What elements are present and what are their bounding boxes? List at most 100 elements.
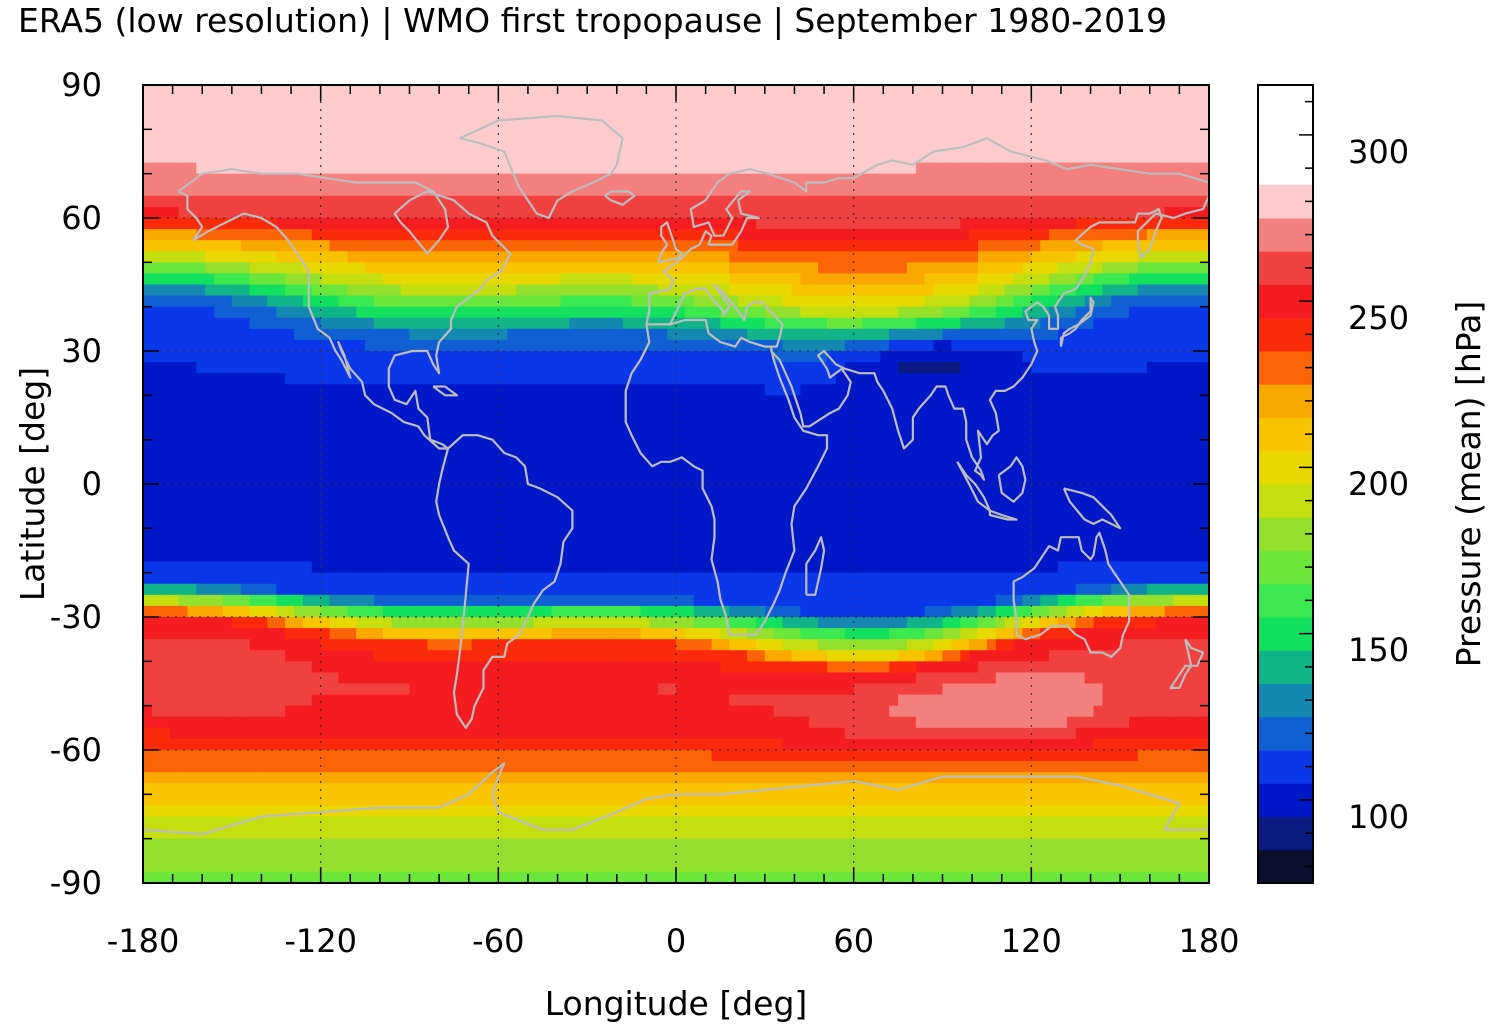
field-cell xyxy=(1146,85,1157,97)
field-cell xyxy=(951,461,961,474)
field-cell xyxy=(409,328,419,341)
field-cell xyxy=(667,417,677,430)
field-cell xyxy=(613,118,624,130)
field-cell xyxy=(187,262,197,275)
field-cell xyxy=(462,162,473,175)
field-cell xyxy=(231,206,242,219)
field-cell xyxy=(924,450,935,463)
field-cell xyxy=(356,461,366,474)
field-cell xyxy=(702,251,713,263)
field-cell xyxy=(427,229,437,241)
field-cell xyxy=(276,229,286,241)
field-cell xyxy=(489,417,499,430)
field-cell xyxy=(143,85,153,97)
field-cell xyxy=(1146,195,1157,208)
field-cell xyxy=(524,384,535,396)
field-cell xyxy=(169,151,180,164)
field-cell xyxy=(1057,173,1068,186)
field-cell xyxy=(676,96,686,108)
field-cell xyxy=(853,129,864,142)
field-cell xyxy=(1146,317,1157,330)
field-cell xyxy=(773,395,784,408)
field-cell xyxy=(169,417,180,430)
field-cell xyxy=(915,351,926,363)
field-cell xyxy=(1093,206,1103,219)
field-cell xyxy=(1075,284,1086,297)
field-cell xyxy=(862,162,873,175)
field-cell xyxy=(391,306,402,319)
field-cell xyxy=(214,96,224,108)
field-cell xyxy=(640,484,650,496)
field-cell xyxy=(214,439,224,452)
field-cell xyxy=(1155,328,1166,341)
field-cell xyxy=(462,506,473,518)
field-cell xyxy=(764,306,775,319)
field-cell xyxy=(347,373,357,385)
field-cell xyxy=(533,173,544,186)
field-cell xyxy=(1120,506,1130,518)
field-cell xyxy=(667,339,677,352)
field-cell xyxy=(1040,417,1050,430)
field-cell xyxy=(818,96,828,108)
field-cell xyxy=(400,395,411,408)
field-cell xyxy=(1120,273,1130,286)
field-cell xyxy=(844,439,855,452)
field-cell xyxy=(356,218,366,230)
field-cell xyxy=(871,439,881,452)
field-cell xyxy=(1120,184,1130,197)
field-cell xyxy=(1102,151,1112,164)
field-cell xyxy=(427,206,437,219)
field-cell xyxy=(613,173,624,186)
field-cell xyxy=(880,85,890,97)
field-cell xyxy=(915,395,926,408)
field-cell xyxy=(604,284,615,297)
field-cell xyxy=(898,517,908,529)
field-cell xyxy=(542,229,553,241)
field-cell xyxy=(453,428,464,441)
field-cell xyxy=(835,384,846,396)
field-cell xyxy=(347,206,357,219)
field-cell xyxy=(222,129,233,142)
field-cell xyxy=(507,384,517,396)
field-cell xyxy=(711,450,722,463)
field-cell xyxy=(951,362,961,374)
field-cell xyxy=(533,450,544,463)
field-cell xyxy=(1093,384,1103,396)
field-cell xyxy=(409,373,419,385)
field-cell xyxy=(596,362,606,374)
field-cell xyxy=(1022,295,1032,308)
field-cell xyxy=(391,539,402,552)
field-cell xyxy=(524,129,535,142)
field-cell xyxy=(542,439,553,452)
field-cell xyxy=(560,417,570,430)
field-cell xyxy=(569,450,579,463)
field-cell xyxy=(711,184,722,197)
field-cell xyxy=(391,484,402,496)
field-cell xyxy=(418,539,428,552)
field-cell xyxy=(969,284,979,297)
field-cell xyxy=(853,195,864,208)
field-cell xyxy=(1129,495,1139,507)
field-cell xyxy=(1013,96,1024,108)
field-cell xyxy=(320,517,331,529)
field-cell xyxy=(391,96,402,108)
field-cell xyxy=(1200,151,1209,164)
field-cell xyxy=(658,218,668,230)
field-cell xyxy=(169,339,180,352)
field-cell xyxy=(809,484,819,496)
field-cell xyxy=(1111,461,1121,474)
field-cell xyxy=(1066,339,1077,352)
field-cell xyxy=(1075,107,1086,119)
field-cell xyxy=(1155,129,1166,142)
field-cell xyxy=(906,240,917,252)
field-cell xyxy=(684,240,695,252)
field-cell xyxy=(640,306,650,319)
field-cell xyxy=(258,107,268,119)
field-cell xyxy=(755,218,766,230)
field-cell xyxy=(773,295,784,308)
field-cell xyxy=(533,229,544,241)
field-cell xyxy=(658,262,668,275)
field-cell xyxy=(871,284,881,297)
field-cell xyxy=(676,162,686,175)
field-cell xyxy=(880,184,890,197)
